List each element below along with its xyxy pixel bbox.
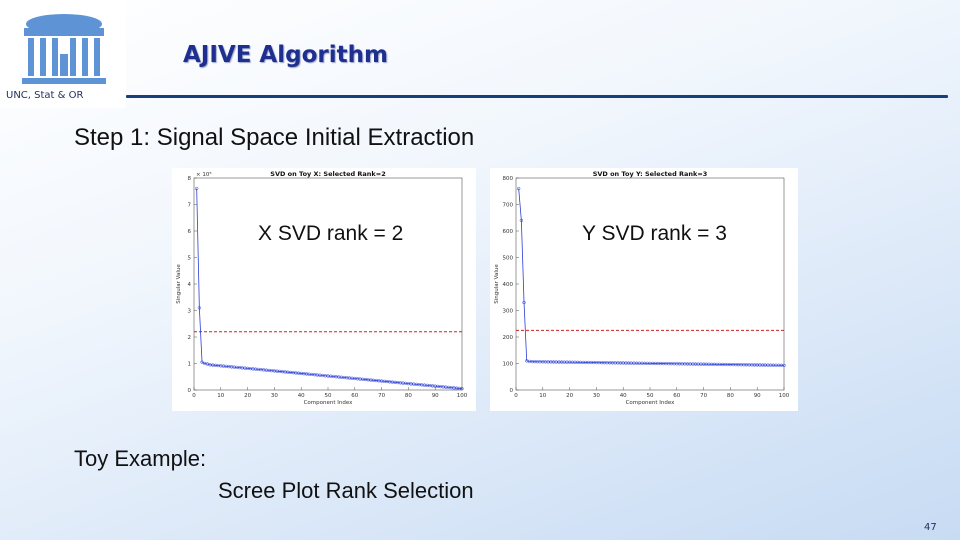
x-tick-label: 50 [647, 393, 654, 399]
chart-panel-x: SVD on Toy X: Selected Rank=2 0 10 20 30 40 50… [172, 168, 476, 411]
x-tick-label: 60 [351, 393, 358, 399]
y-tick-label: 200 [503, 335, 514, 341]
x-tick-label: 100 [779, 393, 790, 399]
chart-title: SVD on Toy X: Selected Rank=2 [270, 170, 385, 178]
x-axis-label: Component Index [304, 400, 354, 406]
y-exponent-label: × 10⁵ [196, 171, 212, 178]
y-tick-label: 300 [503, 309, 514, 315]
y-tick-label: 700 [503, 203, 514, 209]
x-axis-label: Component Index [626, 400, 676, 406]
y-tick-label: 5 [188, 256, 192, 262]
data-point [460, 387, 464, 391]
chart-panel-y: SVD on Toy Y: Selected Rank=3 0 10 20 30 40 50… [490, 168, 798, 411]
y-tick-label: 0 [188, 388, 192, 394]
slide-title: AJIVE Algorithm [183, 42, 388, 68]
y-tick-label: 8 [188, 176, 192, 182]
x-tick-label: 10 [217, 393, 224, 399]
x-tick-label: 30 [271, 393, 278, 399]
data-point [522, 300, 526, 305]
x-tick-label: 40 [620, 393, 627, 399]
y-tick-label: 400 [503, 282, 514, 288]
plot-frame [515, 177, 785, 391]
x-tick-label: 90 [754, 393, 761, 399]
y-tick-label: 4 [188, 282, 192, 288]
x-tick-label: 20 [566, 393, 573, 399]
y-tick-label: 2 [188, 335, 192, 341]
page-number: 47 [924, 522, 937, 533]
x-tick-label: 0 [514, 393, 518, 399]
data-point [519, 218, 524, 223]
y-axis-label: Singular Value [494, 264, 500, 304]
data-point [197, 306, 202, 310]
x-tick-label: 20 [244, 393, 251, 399]
scree-plot-y: SVD on Toy Y: Selected Rank=3 0 10 20 30 40 50… [494, 170, 790, 406]
x-tick-label: 60 [673, 393, 680, 399]
x-rank-note: X SVD rank = 2 [258, 222, 404, 245]
data-point [782, 363, 786, 368]
series-line [518, 188, 785, 366]
x-tick-label: 80 [727, 393, 734, 399]
x-tick-label: 90 [432, 393, 439, 399]
x-tick-label: 50 [325, 393, 332, 399]
x-tick-label: 0 [192, 393, 196, 399]
y-tick-label: 600 [503, 229, 514, 235]
y-tick-label: 1 [188, 362, 192, 368]
y-tick-label: 0 [510, 388, 514, 394]
scree-caption: Scree Plot Rank Selection [218, 478, 474, 503]
plot-frame [193, 177, 463, 391]
x-tick-label: 40 [298, 393, 305, 399]
y-tick-label: 500 [503, 256, 514, 262]
x-tick-label: 70 [700, 393, 707, 399]
scree-plot-x: SVD on Toy X: Selected Rank=20 10 20 30 40 50… [176, 170, 468, 406]
data-point [200, 360, 204, 364]
old-well-logo [22, 14, 106, 84]
x-tick-label: 30 [593, 393, 600, 399]
org-label: UNC, Stat & OR [6, 90, 84, 101]
y-tick-label: 3 [188, 309, 192, 315]
title-divider [126, 95, 948, 98]
step-heading: Step 1: Signal Space Initial Extraction [74, 124, 475, 151]
y-axis-label: Singular Value [176, 264, 182, 304]
x-tick-label: 100 [457, 393, 468, 399]
series-line [196, 188, 463, 390]
x-tick-label: 10 [539, 393, 546, 399]
logo-area: UNC, Stat & OR [0, 0, 126, 108]
data-point [195, 186, 199, 191]
y-tick-label: 6 [188, 229, 192, 235]
y-tick-label: 100 [503, 362, 514, 368]
x-tick-label: 70 [378, 393, 385, 399]
y-tick-label: 7 [188, 203, 192, 209]
toy-example-label: Toy Example: [74, 446, 207, 471]
data-point [517, 186, 521, 191]
y-tick-label: 800 [503, 176, 514, 182]
chart-title: SVD on Toy Y: Selected Rank=3 [593, 170, 708, 178]
y-rank-note: Y SVD rank = 3 [582, 222, 727, 245]
x-tick-label: 80 [405, 393, 412, 399]
